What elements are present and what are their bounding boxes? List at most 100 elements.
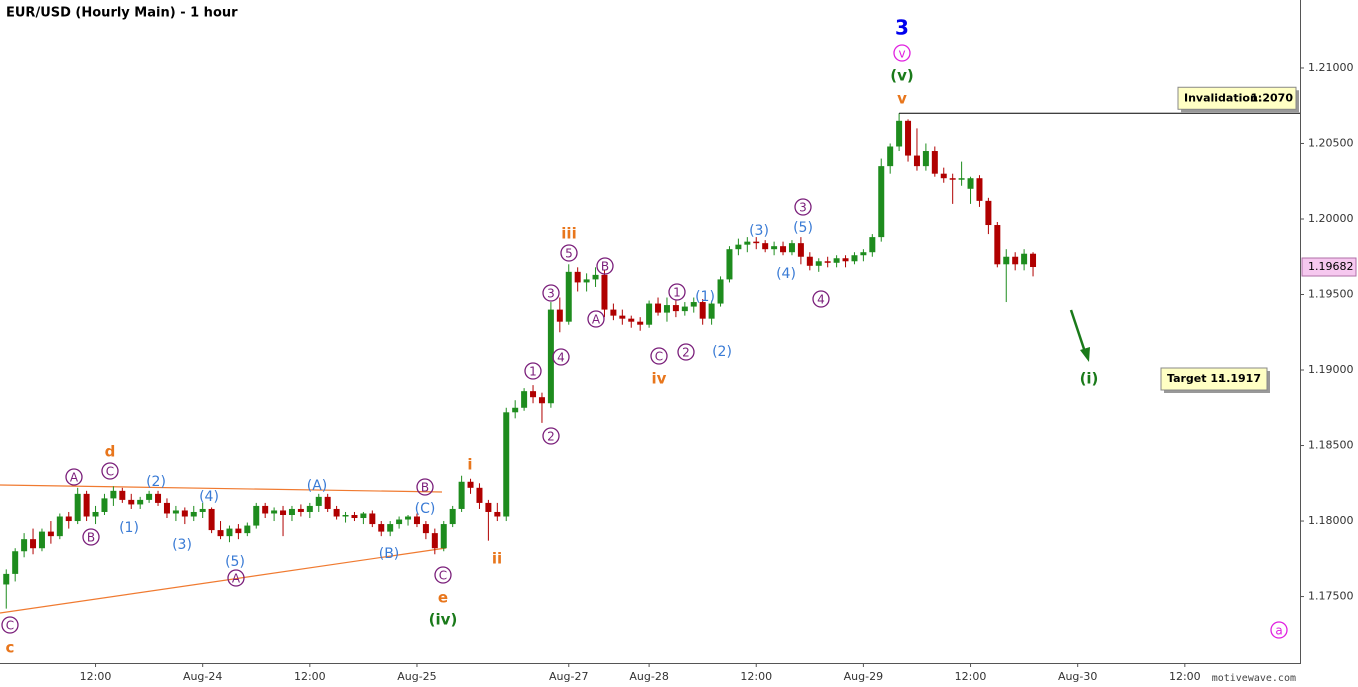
candle-body bbox=[726, 249, 733, 280]
candle-body bbox=[280, 510, 287, 515]
chart-title: EUR/USD (Hourly Main) - 1 hour bbox=[6, 6, 238, 21]
candle-body bbox=[672, 305, 679, 312]
y-tick-label: 1.19500 bbox=[1308, 287, 1354, 300]
candle-body bbox=[512, 407, 519, 413]
candle-body bbox=[369, 513, 376, 525]
wave-label: A bbox=[592, 313, 601, 327]
candle-body bbox=[297, 508, 304, 512]
wave-label: C bbox=[106, 465, 114, 479]
wave-label: B bbox=[87, 531, 95, 545]
candle-body bbox=[896, 120, 903, 147]
candle-body bbox=[851, 255, 858, 262]
candle-body bbox=[360, 513, 367, 519]
y-tick-label: 1.17500 bbox=[1308, 590, 1354, 603]
y-tick-label: 1.20000 bbox=[1308, 212, 1354, 225]
wave-label: 2 bbox=[547, 430, 555, 444]
candle-body bbox=[887, 146, 894, 167]
candle-body bbox=[949, 178, 956, 180]
candle-body bbox=[619, 315, 626, 319]
wave-label: 4 bbox=[557, 351, 565, 365]
candle-body bbox=[556, 309, 563, 322]
candle-body bbox=[788, 243, 795, 253]
wave-label: d bbox=[105, 443, 116, 461]
candle-body bbox=[440, 524, 447, 549]
candle-body bbox=[83, 493, 90, 517]
candle-body bbox=[958, 178, 965, 180]
candle-body bbox=[753, 241, 760, 244]
candle-body bbox=[655, 303, 662, 313]
wave-circle bbox=[82, 528, 100, 546]
wave-label: (4) bbox=[199, 489, 219, 505]
y-tick-label: 1.20500 bbox=[1308, 136, 1354, 149]
wave-circle bbox=[1, 616, 19, 634]
candle-body bbox=[47, 531, 54, 537]
candle-body bbox=[271, 510, 278, 514]
wave-label: (5) bbox=[225, 554, 245, 570]
wave-label: v bbox=[897, 90, 907, 108]
wave-circle bbox=[416, 478, 434, 496]
candle-body bbox=[833, 258, 840, 263]
candle-body bbox=[610, 309, 617, 316]
x-tick-label: 12:00 bbox=[80, 670, 112, 683]
wave-label: 2 bbox=[682, 346, 690, 360]
wave-circle bbox=[596, 257, 614, 275]
candle-body bbox=[824, 261, 831, 263]
wave-label: C bbox=[439, 569, 447, 583]
candle-body bbox=[155, 493, 162, 503]
wave-circle bbox=[893, 44, 911, 62]
candle-body bbox=[405, 516, 412, 520]
candle-body bbox=[315, 496, 322, 506]
candle-body bbox=[565, 271, 572, 322]
candle-body bbox=[547, 309, 554, 404]
candle-body bbox=[494, 511, 501, 517]
y-tick-label: 1.21000 bbox=[1308, 61, 1354, 74]
wave-label: A bbox=[70, 471, 79, 485]
candle-body bbox=[744, 241, 751, 245]
wave-label: B bbox=[601, 260, 609, 274]
candle-body bbox=[235, 528, 242, 534]
wave-circle bbox=[101, 462, 119, 480]
candle-body bbox=[101, 498, 108, 512]
candle-body bbox=[663, 305, 670, 313]
wave-circle bbox=[650, 347, 668, 365]
y-tick-label: 1.18500 bbox=[1308, 439, 1354, 452]
last-price-label: 1.19682 bbox=[1308, 260, 1354, 273]
wave-circle bbox=[65, 468, 83, 486]
candle-body bbox=[806, 256, 813, 266]
x-tick-label: Aug-24 bbox=[183, 670, 222, 683]
wave-label: (1) bbox=[695, 289, 715, 305]
x-tick-label: Aug-29 bbox=[844, 670, 883, 683]
wave-label: (5) bbox=[793, 220, 813, 236]
candle-body bbox=[1003, 256, 1010, 265]
candle-body bbox=[860, 252, 867, 256]
wave-label: A bbox=[232, 572, 241, 586]
candle-body bbox=[324, 496, 331, 509]
wave-label: (iv) bbox=[429, 611, 458, 629]
candle-body bbox=[1012, 256, 1019, 265]
wave-label: e bbox=[438, 589, 448, 607]
candle-body bbox=[574, 271, 581, 283]
candle-body bbox=[985, 200, 992, 226]
candle-body bbox=[1030, 253, 1037, 268]
candle-body bbox=[172, 510, 179, 514]
candle-body bbox=[387, 524, 394, 532]
candle-body bbox=[3, 573, 10, 585]
candle-body bbox=[913, 155, 920, 167]
candle-body bbox=[797, 243, 804, 257]
wave-label: 3 bbox=[895, 16, 909, 40]
candle-body bbox=[530, 391, 537, 398]
candle-body bbox=[253, 505, 260, 526]
wave-label: (3) bbox=[172, 537, 192, 553]
candle-body bbox=[869, 237, 876, 253]
target-box bbox=[1160, 367, 1268, 391]
wave-circle bbox=[794, 198, 812, 216]
candle-body bbox=[708, 303, 715, 319]
candle-body bbox=[306, 505, 313, 512]
candle-body bbox=[458, 481, 465, 509]
candle-body bbox=[351, 514, 358, 519]
candle-body bbox=[994, 225, 1001, 265]
x-tick-label: Aug-28 bbox=[629, 670, 668, 683]
x-tick-label: 12:00 bbox=[294, 670, 326, 683]
